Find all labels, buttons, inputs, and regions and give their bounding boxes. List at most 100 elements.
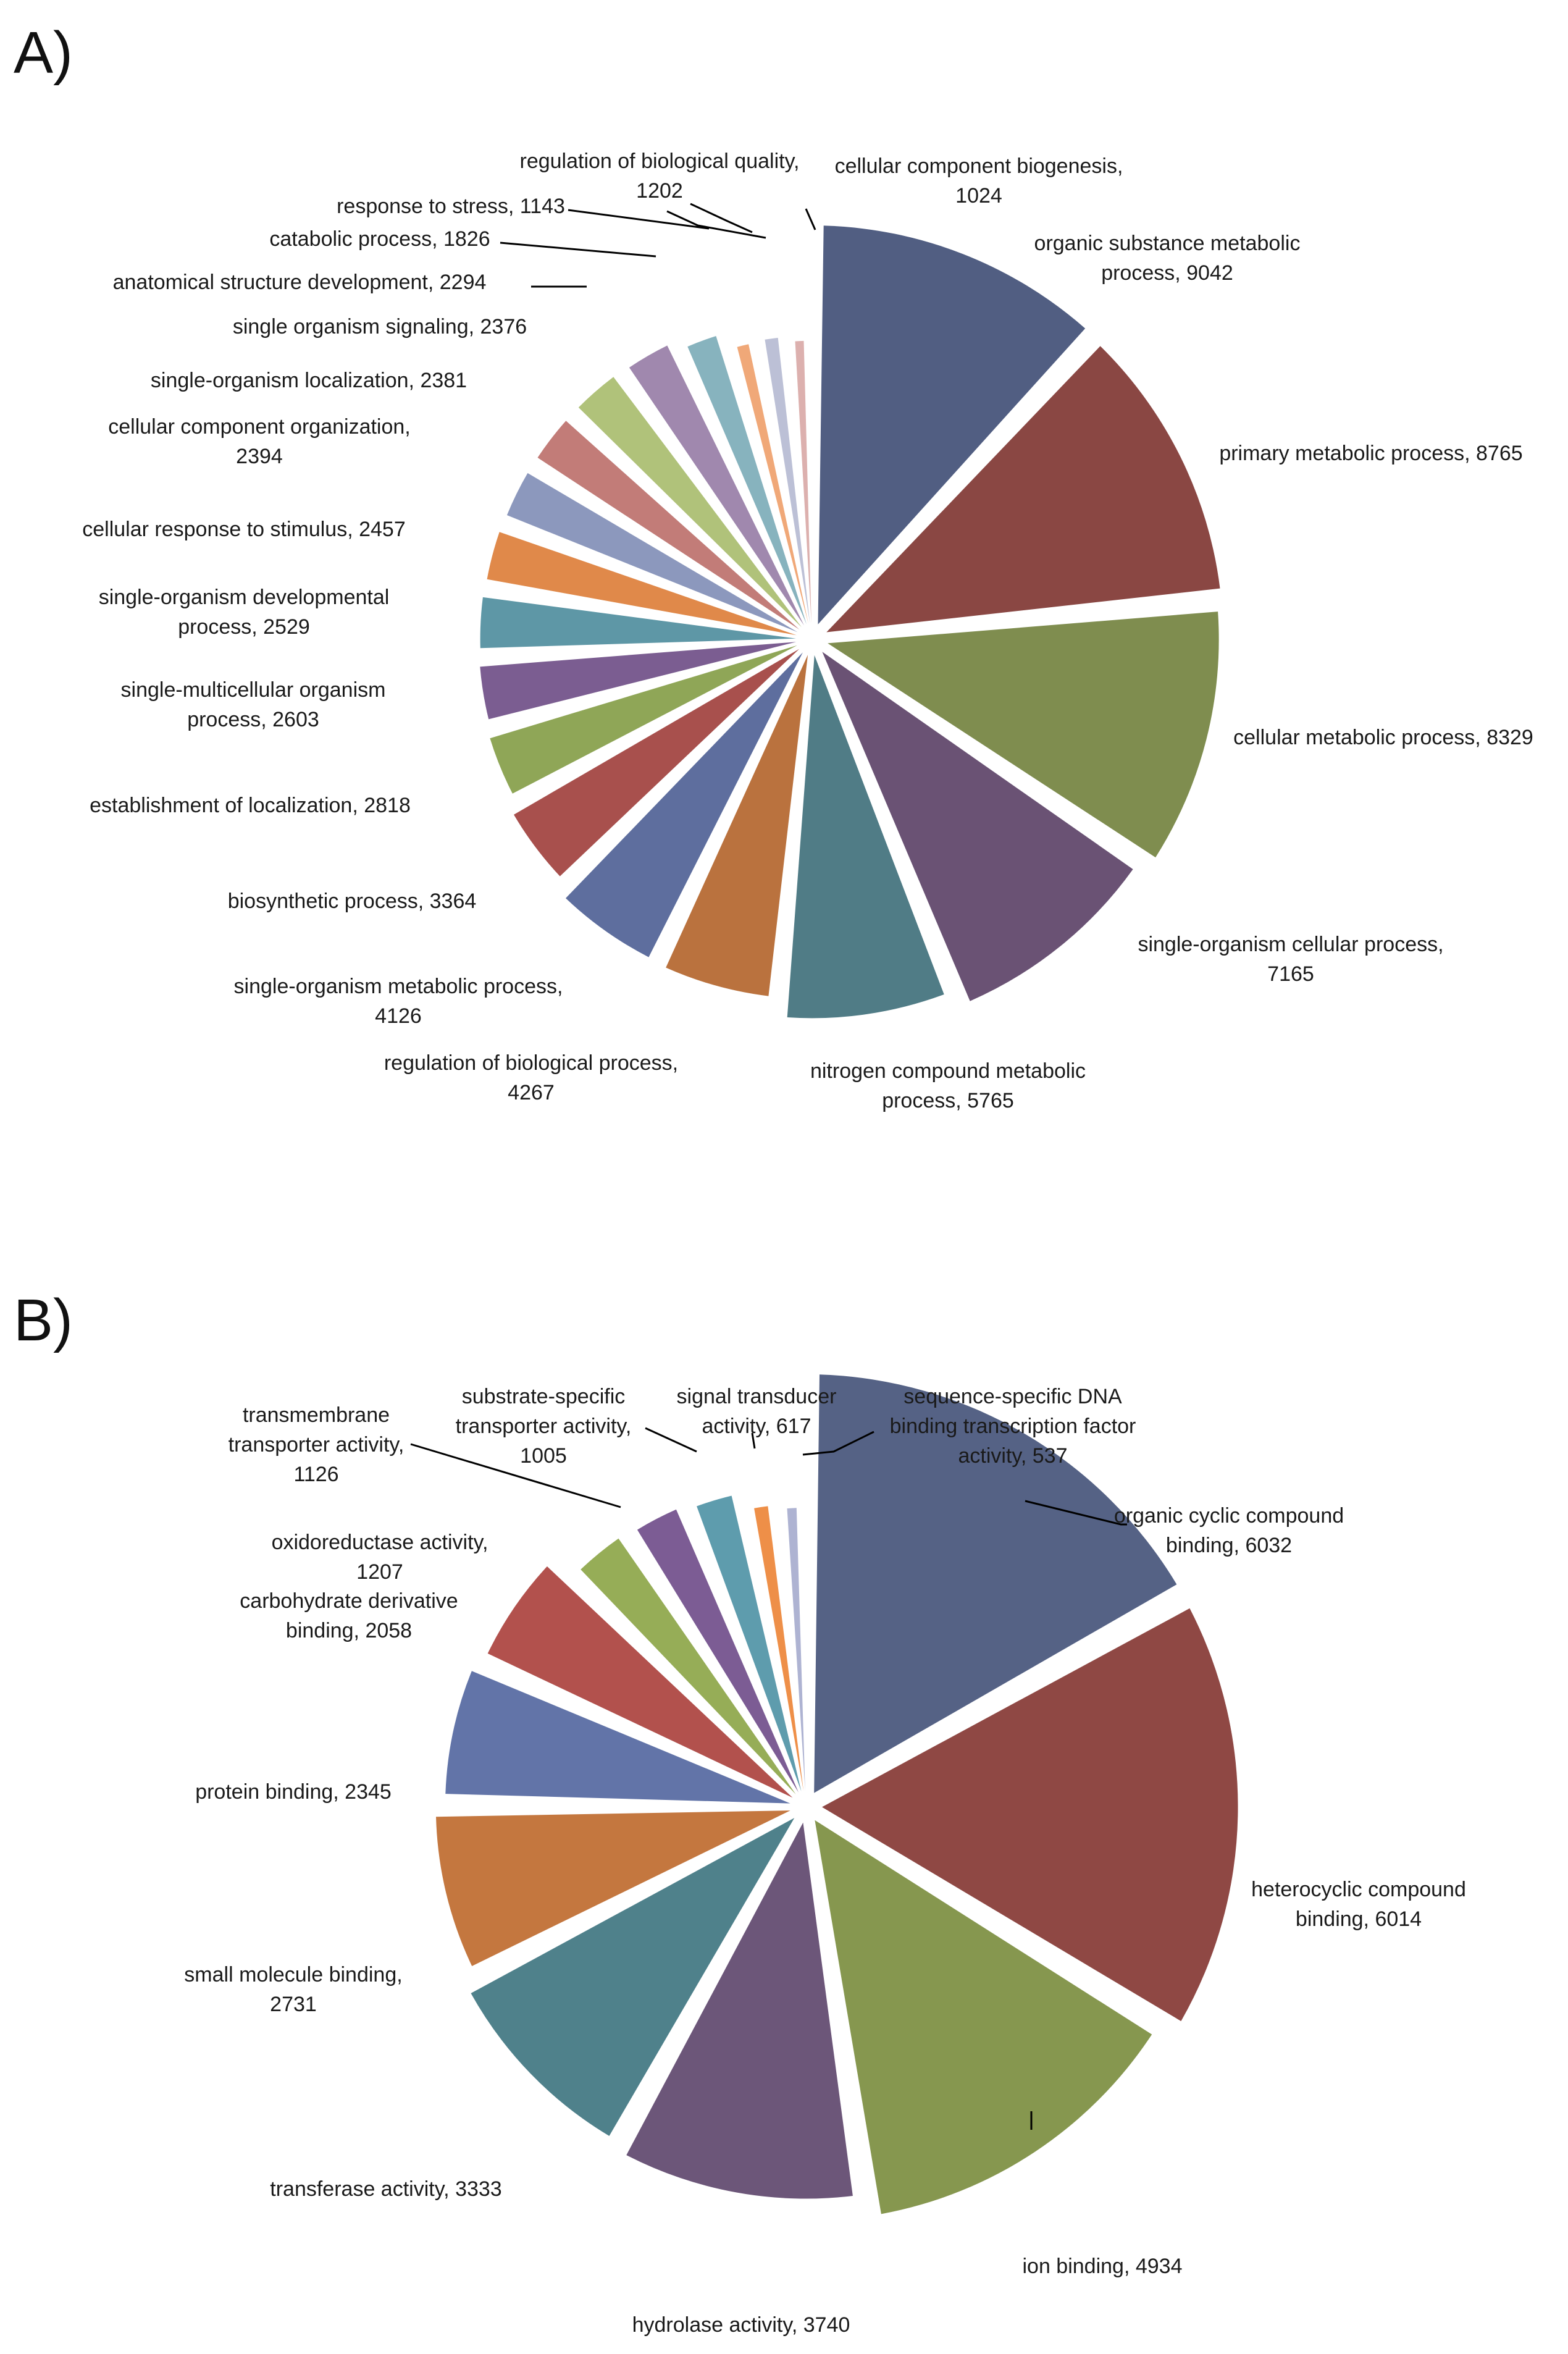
pie-slice: [626, 1822, 853, 2199]
label-line: establishment of localization, 2818: [90, 794, 411, 817]
pie-slice: [765, 337, 810, 624]
label-line: transferase activity, 3333: [270, 2177, 501, 2201]
label-line: cellular response to stimulus, 2457: [82, 518, 406, 541]
label-line: transporter activity,: [456, 1415, 632, 1438]
label-line: cellular metabolic process, 8329: [1233, 726, 1533, 749]
slice-label: oxidoreductase activity, 1207: [272, 1531, 488, 1584]
leader-line: [666, 210, 766, 239]
label-line: single-organism metabolic process,: [234, 975, 563, 998]
slice-label: cellular response to stimulus, 2457: [82, 518, 406, 541]
leader-lines-b: [410, 1427, 1127, 2130]
label-line: anatomical structure development, 2294: [113, 271, 487, 294]
label-line: small molecule binding,: [184, 1963, 402, 1986]
slice-label: single-organism developmental process, 25…: [99, 586, 390, 639]
pie-slice: [566, 652, 803, 957]
label-line: binding transcription factor: [890, 1415, 1136, 1438]
slice-label: transferase activity, 3333: [270, 2177, 501, 2201]
label-line: 7165: [1267, 962, 1314, 986]
label-line: oxidoreductase activity,: [272, 1531, 488, 1554]
label-line: process, 5765: [882, 1089, 1014, 1112]
slice-label: regulation of biological process, 4267: [384, 1051, 678, 1104]
leader-line: [1025, 1500, 1127, 1526]
slice-label: substrate-specific transporter activity, 1…: [456, 1385, 632, 1468]
label-line: 4126: [375, 1004, 422, 1028]
label-line: transporter activity,: [228, 1433, 405, 1457]
pie-slice: [826, 346, 1220, 633]
pie-slice: [754, 1506, 804, 1791]
pie-slice: [814, 1374, 1177, 1793]
slice-label: response to stress, 1143: [337, 195, 565, 218]
pie-slice: [487, 1566, 793, 1798]
pie-slice: [480, 597, 796, 649]
label-line: single-organism localization, 2381: [151, 369, 467, 392]
slice-label: anatomical structure development, 2294: [113, 271, 487, 294]
leader-line: [751, 1432, 756, 1449]
pie-slice: [445, 1671, 790, 1804]
leader-line: [410, 1443, 621, 1508]
slice-label: single-organism metabolic process, 4126: [234, 975, 563, 1028]
slice-label: transmembrane transporter activity, 1126: [228, 1403, 405, 1486]
label-line: process, 2529: [178, 615, 310, 639]
slice-label: primary metabolic process, 8765: [1219, 442, 1522, 465]
pie-slice: [822, 1608, 1238, 2022]
slice-label: hydrolase activity, 3740: [632, 2313, 850, 2337]
label-line: regulation of biological quality,: [520, 149, 800, 173]
pie-slice: [666, 655, 808, 996]
slice-label: cellular component organization, 2394: [108, 415, 411, 468]
slice-label: protein binding, 2345: [195, 1780, 392, 1804]
label-line: transmembrane: [243, 1403, 390, 1427]
panel-b: B) organic cyclic compound binding, 6032 …: [14, 1287, 1466, 2337]
pie-slice: [697, 1495, 802, 1792]
label-line: signal transducer: [677, 1385, 837, 1408]
label-line: 1024: [955, 184, 1002, 208]
slice-label: single-organism localization, 2381: [151, 369, 467, 392]
pie-slice: [537, 421, 800, 630]
pie-slice: [490, 645, 797, 794]
slice-label: organic substance metabolic process, 9042: [1034, 232, 1301, 285]
label-line: response to stress, 1143: [337, 195, 565, 218]
label-line: nitrogen compound metabolic: [810, 1059, 1086, 1083]
panel-a: A) organic substance metabolic process, 9…: [14, 20, 1533, 1112]
label-line: substrate-specific: [462, 1385, 626, 1408]
pie-slice: [787, 655, 944, 1019]
panel-a-label: A): [14, 20, 73, 86]
leader-line: [568, 209, 710, 230]
label-line: 1207: [356, 1560, 403, 1584]
pie-slice: [687, 336, 807, 624]
label-line: ion binding, 4934: [1022, 2255, 1182, 2278]
label-line: organic substance metabolic: [1034, 232, 1301, 255]
slice-label: cellular component biogenesis, 1024: [835, 154, 1123, 208]
label-line: process, 2603: [187, 708, 319, 731]
label-line: primary metabolic process, 8765: [1219, 442, 1522, 465]
label-line: single organism signaling, 2376: [233, 315, 527, 338]
leader-line: [645, 1427, 697, 1453]
label-line: organic cyclic compound: [1114, 1504, 1344, 1528]
label-line: 2731: [270, 1993, 317, 2016]
label-line: activity, 537: [958, 1444, 1067, 1468]
slice-label: cellular metabolic process, 8329: [1233, 726, 1533, 749]
slice-label: heterocyclic compound binding, 6014: [1251, 1878, 1466, 1931]
leader-line: [500, 242, 656, 258]
leader-line: [802, 1431, 874, 1456]
slice-label: sequence-specific DNA binding transcripti…: [890, 1385, 1136, 1468]
leader-line: [805, 208, 816, 230]
leader-line: [690, 203, 753, 233]
label-line: regulation of biological process,: [384, 1051, 678, 1075]
label-line: single-organism developmental: [99, 586, 390, 609]
pie-slice: [822, 652, 1133, 1001]
label-line: cellular component organization,: [108, 415, 411, 439]
label-line: catabolic process, 1826: [269, 227, 490, 251]
slice-label: establishment of localization, 2818: [90, 794, 411, 817]
pie-slice: [737, 344, 808, 624]
label-line: biosynthetic process, 3364: [228, 889, 477, 913]
pie-slice: [578, 377, 802, 628]
pie-slice: [818, 225, 1086, 624]
panel-b-label: B): [14, 1287, 73, 1353]
slice-label: catabolic process, 1826: [269, 227, 490, 251]
slice-label: biosynthetic process, 3364: [228, 889, 477, 913]
label-line: 4267: [508, 1081, 555, 1104]
pie-a: [480, 225, 1220, 1019]
label-line: 1005: [520, 1444, 567, 1468]
label-line: sequence-specific DNA: [903, 1385, 1122, 1408]
label-line: 1202: [636, 179, 683, 203]
